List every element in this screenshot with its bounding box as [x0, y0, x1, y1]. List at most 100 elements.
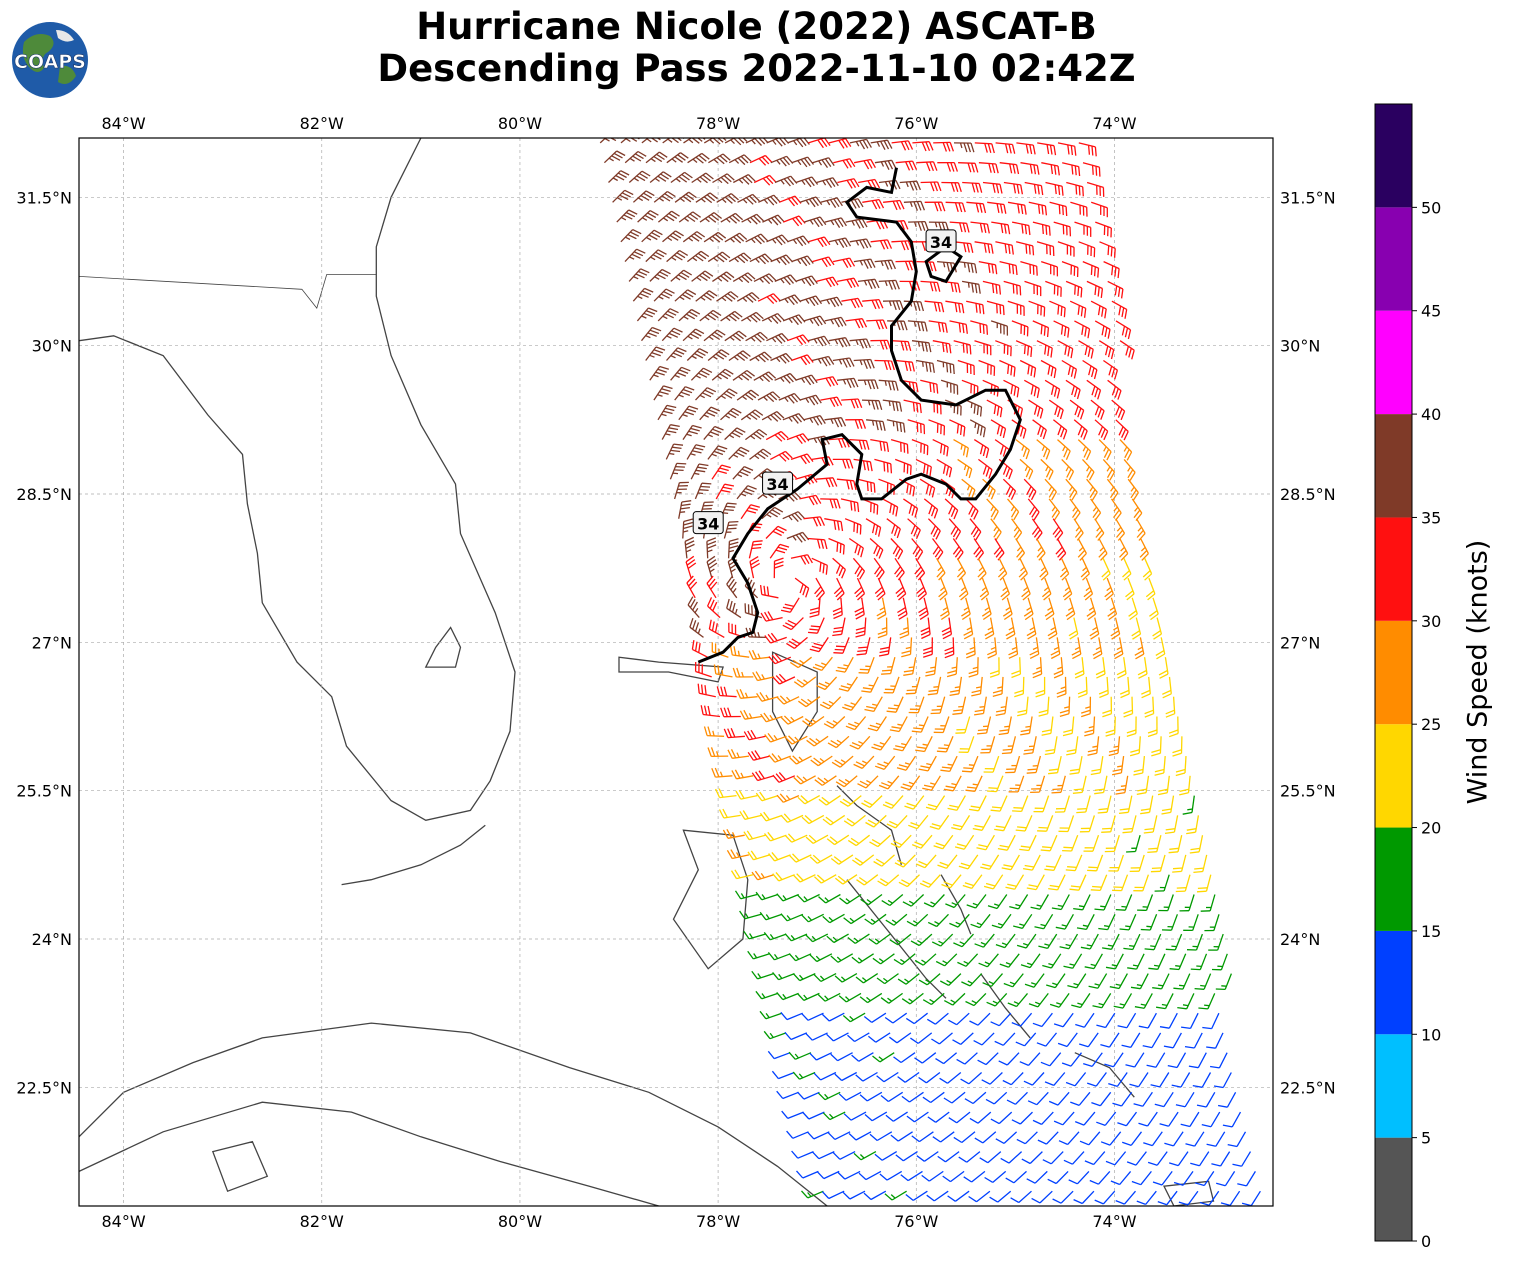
- long-island-outline: [980, 973, 1031, 1039]
- wind-barb: [1192, 1072, 1212, 1088]
- wind-barb: [832, 557, 846, 579]
- wind-barb: [1069, 300, 1087, 318]
- wind-barb: [943, 992, 966, 1006]
- wind-barb: [872, 953, 895, 965]
- wind-barb: [935, 953, 958, 967]
- lon-tick-label-top: 74°W: [1092, 114, 1136, 133]
- wind-barb: [1032, 1012, 1053, 1028]
- wind-barb: [965, 992, 987, 1007]
- wind-barb: [1011, 1012, 1033, 1027]
- wind-barb: [732, 272, 756, 284]
- wind-barb: [876, 973, 899, 985]
- wind-barb: [1110, 617, 1121, 640]
- wind-barb: [811, 557, 828, 575]
- wind-barb: [920, 617, 931, 640]
- wind-barb: [911, 716, 929, 733]
- wind-barb: [978, 953, 999, 968]
- wind-barb: [816, 477, 838, 488]
- wind-barb: [1061, 260, 1079, 278]
- wind-barb: [922, 1091, 945, 1104]
- wind-barb: [1032, 1111, 1054, 1125]
- wind-barb: [1019, 834, 1037, 852]
- wind-barb: [983, 874, 1004, 890]
- wind-barb: [931, 538, 944, 561]
- wind-barb: [1086, 280, 1104, 298]
- wind-barb: [984, 1170, 1007, 1183]
- wind-barb: [1037, 815, 1054, 832]
- wind-barb: [776, 793, 800, 803]
- wind-barb: [772, 771, 796, 783]
- wind-barb: [1133, 1091, 1153, 1107]
- wind-barb: [1003, 379, 1020, 398]
- wind-barb: [1136, 1190, 1157, 1206]
- wind-barb: [915, 854, 937, 869]
- wind-barb: [603, 150, 626, 164]
- wind-barb: [918, 755, 937, 772]
- title-line-1: Hurricane Nicole (2022) ASCAT-B: [416, 5, 1097, 48]
- wind-barb: [1077, 439, 1092, 461]
- wind-barb: [1017, 696, 1029, 717]
- wind-barb: [764, 732, 787, 743]
- wind-barb: [1112, 874, 1129, 892]
- wind-barb: [1104, 835, 1120, 853]
- wind-barb: [1113, 637, 1124, 660]
- wind-barb: [745, 138, 769, 146]
- wind-barb: [927, 518, 941, 540]
- wind-barb: [891, 340, 912, 351]
- wind-barb: [734, 890, 758, 900]
- wind-barb: [753, 174, 777, 186]
- wind-barb: [1098, 676, 1109, 699]
- wind-barb: [824, 217, 847, 228]
- wind-barb: [969, 419, 986, 438]
- wind-barb: [944, 637, 955, 659]
- wind-barb: [903, 498, 919, 518]
- wind-barb: [882, 498, 899, 517]
- wind-barb: [837, 377, 859, 389]
- wind-barb: [1115, 419, 1129, 441]
- wind-barb: [998, 458, 1013, 480]
- wind-barb: [956, 1052, 978, 1065]
- wind-barb: [1015, 538, 1026, 561]
- wind-barb: [1232, 1151, 1252, 1167]
- wind-barb: [809, 854, 833, 864]
- wind-barb: [1065, 280, 1083, 298]
- wind-barb: [1113, 993, 1133, 1009]
- wind-barb: [886, 419, 906, 433]
- wind-barb: [1048, 874, 1066, 891]
- wind-barb: [914, 953, 937, 966]
- contour-label: 34: [762, 471, 794, 495]
- wind-barb: [759, 1010, 783, 1020]
- wind-barb: [747, 950, 770, 960]
- wind-barb: [1227, 1131, 1247, 1148]
- wind-barb: [745, 233, 769, 245]
- wind-barb: [990, 518, 1002, 541]
- wind-barb: [877, 874, 900, 887]
- wind-barb: [885, 913, 908, 926]
- wind-barb: [1099, 241, 1116, 258]
- wind-barb: [839, 795, 862, 807]
- wind-barb: [772, 871, 795, 882]
- cuba-south-coast: [79, 1101, 659, 1206]
- wind-barb: [739, 709, 762, 720]
- wind-barb: [979, 577, 990, 601]
- wind-barb: [986, 498, 999, 521]
- wind-barb: [1070, 201, 1088, 217]
- wind-barb: [899, 478, 916, 497]
- wind-barb: [971, 676, 983, 697]
- wind-barb: [869, 1131, 893, 1142]
- wind-barb: [952, 538, 964, 561]
- wind-barb: [1020, 716, 1033, 736]
- wind-barb: [890, 538, 904, 560]
- wind-barb: [653, 190, 676, 203]
- wind-barb: [884, 1190, 907, 1201]
- wind-barb: [637, 210, 659, 223]
- wind-barb: [835, 656, 854, 673]
- wind-barb: [828, 237, 852, 248]
- wind-barb: [1102, 933, 1120, 950]
- wind-barb: [1047, 617, 1058, 640]
- wind-barb: [1023, 1072, 1045, 1086]
- wind-barb: [1115, 894, 1133, 911]
- wind-barb: [732, 174, 756, 185]
- wind-barb: [1211, 953, 1228, 971]
- wind-barb: [966, 894, 987, 909]
